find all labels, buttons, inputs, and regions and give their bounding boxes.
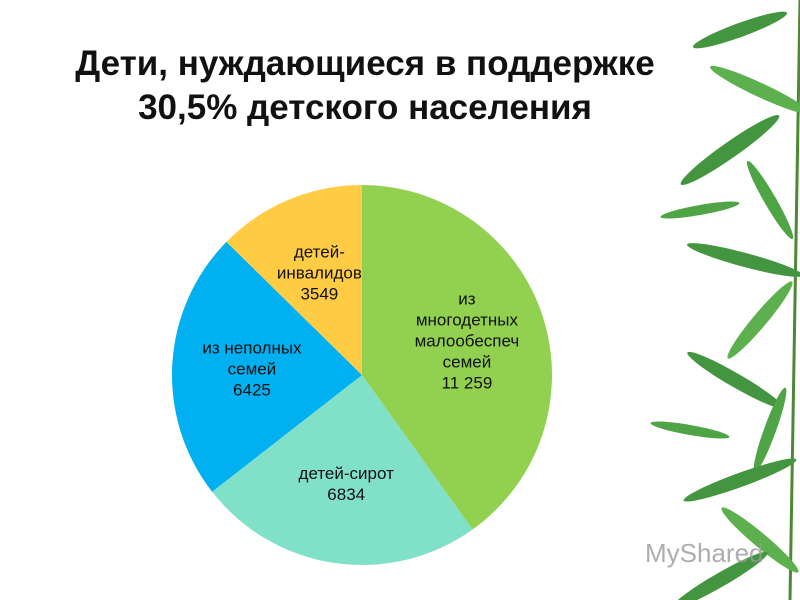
chart-title: Дети, нуждающиеся в поддержке 30,5% детс…	[75, 44, 655, 127]
value-label: 3549	[300, 284, 339, 304]
category-label: из многодетных малообеспеч семей	[414, 289, 520, 372]
pie-slice	[212, 375, 473, 566]
slice-label: детей- инвалидов 3549	[277, 242, 362, 305]
category-label: детей-сирот	[298, 464, 394, 484]
bamboo-decoration	[650, 0, 800, 600]
watermark: MyShared	[645, 538, 764, 568]
pie-slice	[362, 185, 553, 530]
slice-label: из многодетных малообеспеч семей 11 259	[415, 289, 520, 394]
value-label: 11 259	[441, 373, 493, 393]
category-label: детей- инвалидов	[276, 242, 362, 283]
pie-slice	[171, 241, 362, 492]
slice-label: из неполных семей 6425	[202, 337, 301, 400]
slice-label: детей-сирот 6834	[299, 463, 394, 505]
value-label: 6425	[233, 380, 271, 400]
value-label: 6834	[327, 485, 366, 505]
pie-slice	[226, 185, 362, 375]
category-label: из неполных семей	[202, 338, 302, 379]
